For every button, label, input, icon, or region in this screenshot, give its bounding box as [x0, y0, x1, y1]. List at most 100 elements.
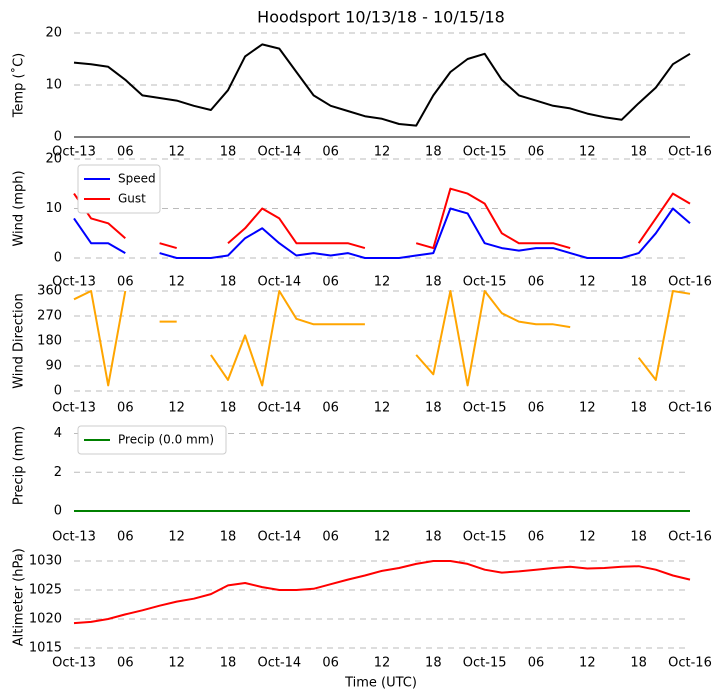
- x-tick-label: 18: [425, 656, 442, 671]
- x-tick-label: 06: [528, 530, 545, 545]
- y-tick-label: 180: [37, 334, 62, 349]
- x-tick-label: 18: [630, 530, 647, 545]
- x-tick-label: Oct-14: [257, 656, 301, 671]
- x-tick-label: 12: [579, 275, 596, 290]
- x-tick-label: 18: [630, 275, 647, 290]
- x-tick-label: 06: [322, 401, 339, 416]
- data-line: [73, 560, 691, 625]
- x-tick-label: Oct-13: [52, 275, 96, 290]
- x-tick-label: 12: [168, 530, 185, 545]
- x-tick-label: Oct-16: [668, 530, 712, 545]
- x-tick-label: 12: [374, 275, 391, 290]
- x-tick-label: Oct-14: [257, 530, 301, 545]
- data-line: [73, 43, 691, 127]
- legend-label: Precip (0.0 mm): [118, 433, 214, 447]
- x-tick-label: 18: [425, 530, 442, 545]
- x-tick-label: Oct-14: [257, 401, 301, 416]
- x-tick-label: 06: [528, 145, 545, 160]
- y-tick-label: 20: [45, 152, 62, 167]
- y-tick-label: 1030: [29, 554, 62, 569]
- x-tick-label: 06: [322, 145, 339, 160]
- x-tick-label: 18: [220, 656, 237, 671]
- x-tick-label: 06: [322, 656, 339, 671]
- x-tick-label: 12: [168, 145, 185, 160]
- x-tick-label: 06: [117, 656, 134, 671]
- data-line: [73, 207, 691, 259]
- x-tick-label: 12: [168, 275, 185, 290]
- legend-box: [77, 164, 161, 214]
- x-tick-label: 18: [630, 145, 647, 160]
- x-tick-label: Oct-15: [463, 275, 507, 290]
- x-tick-label: 12: [374, 145, 391, 160]
- x-tick-label: 06: [117, 145, 134, 160]
- x-tick-label: 18: [220, 275, 237, 290]
- y-tick-label: 0: [54, 251, 62, 266]
- x-tick-label: 18: [630, 401, 647, 416]
- y-tick-label: 1025: [29, 583, 62, 598]
- y-axis-label: Altimeter (hPa): [12, 548, 27, 646]
- x-tick-label: 18: [425, 401, 442, 416]
- x-tick-label: 18: [220, 530, 237, 545]
- x-tick-label: 06: [117, 530, 134, 545]
- legend-label: Speed: [118, 172, 156, 186]
- x-tick-label: Oct-13: [52, 656, 96, 671]
- x-tick-label: Oct-16: [668, 145, 712, 160]
- x-tick-label: Oct-15: [463, 401, 507, 416]
- y-tick-label: 20: [45, 26, 62, 41]
- x-tick-label: 12: [374, 401, 391, 416]
- y-tick-label: 0: [54, 504, 62, 519]
- x-tick-label: 18: [425, 145, 442, 160]
- data-line: [73, 290, 691, 387]
- legend-label: Gust: [118, 192, 146, 206]
- y-axis-label: Precip (mm): [12, 426, 27, 505]
- x-tick-label: Oct-15: [463, 656, 507, 671]
- x-tick-label: 12: [168, 401, 185, 416]
- x-tick-label: Oct-16: [668, 275, 712, 290]
- y-tick-label: 2: [54, 465, 62, 480]
- y-tick-label: 1020: [29, 612, 62, 627]
- x-tick-label: Oct-13: [52, 530, 96, 545]
- y-tick-label: 360: [37, 284, 62, 299]
- x-tick-label: 06: [322, 530, 339, 545]
- x-tick-label: 06: [322, 275, 339, 290]
- y-tick-label: 0: [54, 130, 62, 145]
- x-tick-label: 06: [528, 401, 545, 416]
- y-tick-label: 1015: [29, 641, 62, 656]
- x-tick-label: Oct-15: [463, 530, 507, 545]
- data-line: [73, 187, 691, 250]
- x-tick-label: 06: [528, 656, 545, 671]
- x-tick-label: 18: [220, 145, 237, 160]
- x-tick-label: Oct-15: [463, 145, 507, 160]
- x-tick-label: 06: [117, 401, 134, 416]
- x-tick-label: 12: [374, 530, 391, 545]
- x-tick-label: Oct-14: [257, 275, 301, 290]
- x-tick-label: Oct-14: [257, 145, 301, 160]
- x-tick-label: 06: [117, 275, 134, 290]
- x-tick-label: 12: [579, 656, 596, 671]
- chart-title: Hoodsport 10/13/18 - 10/15/18: [257, 8, 505, 27]
- y-tick-label: 4: [54, 426, 62, 441]
- x-tick-label: 12: [579, 530, 596, 545]
- x-tick-label: 06: [528, 275, 545, 290]
- x-tick-label: 18: [425, 275, 442, 290]
- x-tick-label: 12: [168, 656, 185, 671]
- x-tick-label: Oct-13: [52, 145, 96, 160]
- x-tick-label: 18: [630, 656, 647, 671]
- y-axis-label: Wind Direction: [12, 293, 27, 389]
- x-axis-label: Time (UTC): [344, 676, 417, 691]
- y-tick-label: 90: [45, 359, 62, 374]
- y-tick-label: 0: [54, 384, 62, 399]
- y-axis-label: Temp (˚C): [11, 53, 27, 119]
- y-axis-label: Wind (mph): [12, 170, 27, 246]
- x-tick-label: Oct-13: [52, 401, 96, 416]
- y-tick-label: 10: [45, 201, 62, 216]
- x-tick-label: Oct-16: [668, 656, 712, 671]
- legend-box: [77, 425, 227, 455]
- x-tick-label: 12: [579, 145, 596, 160]
- x-tick-label: 18: [220, 401, 237, 416]
- y-tick-label: 10: [45, 78, 62, 93]
- y-tick-label: 270: [37, 309, 62, 324]
- x-tick-label: Oct-16: [668, 401, 712, 416]
- x-tick-label: 12: [579, 401, 596, 416]
